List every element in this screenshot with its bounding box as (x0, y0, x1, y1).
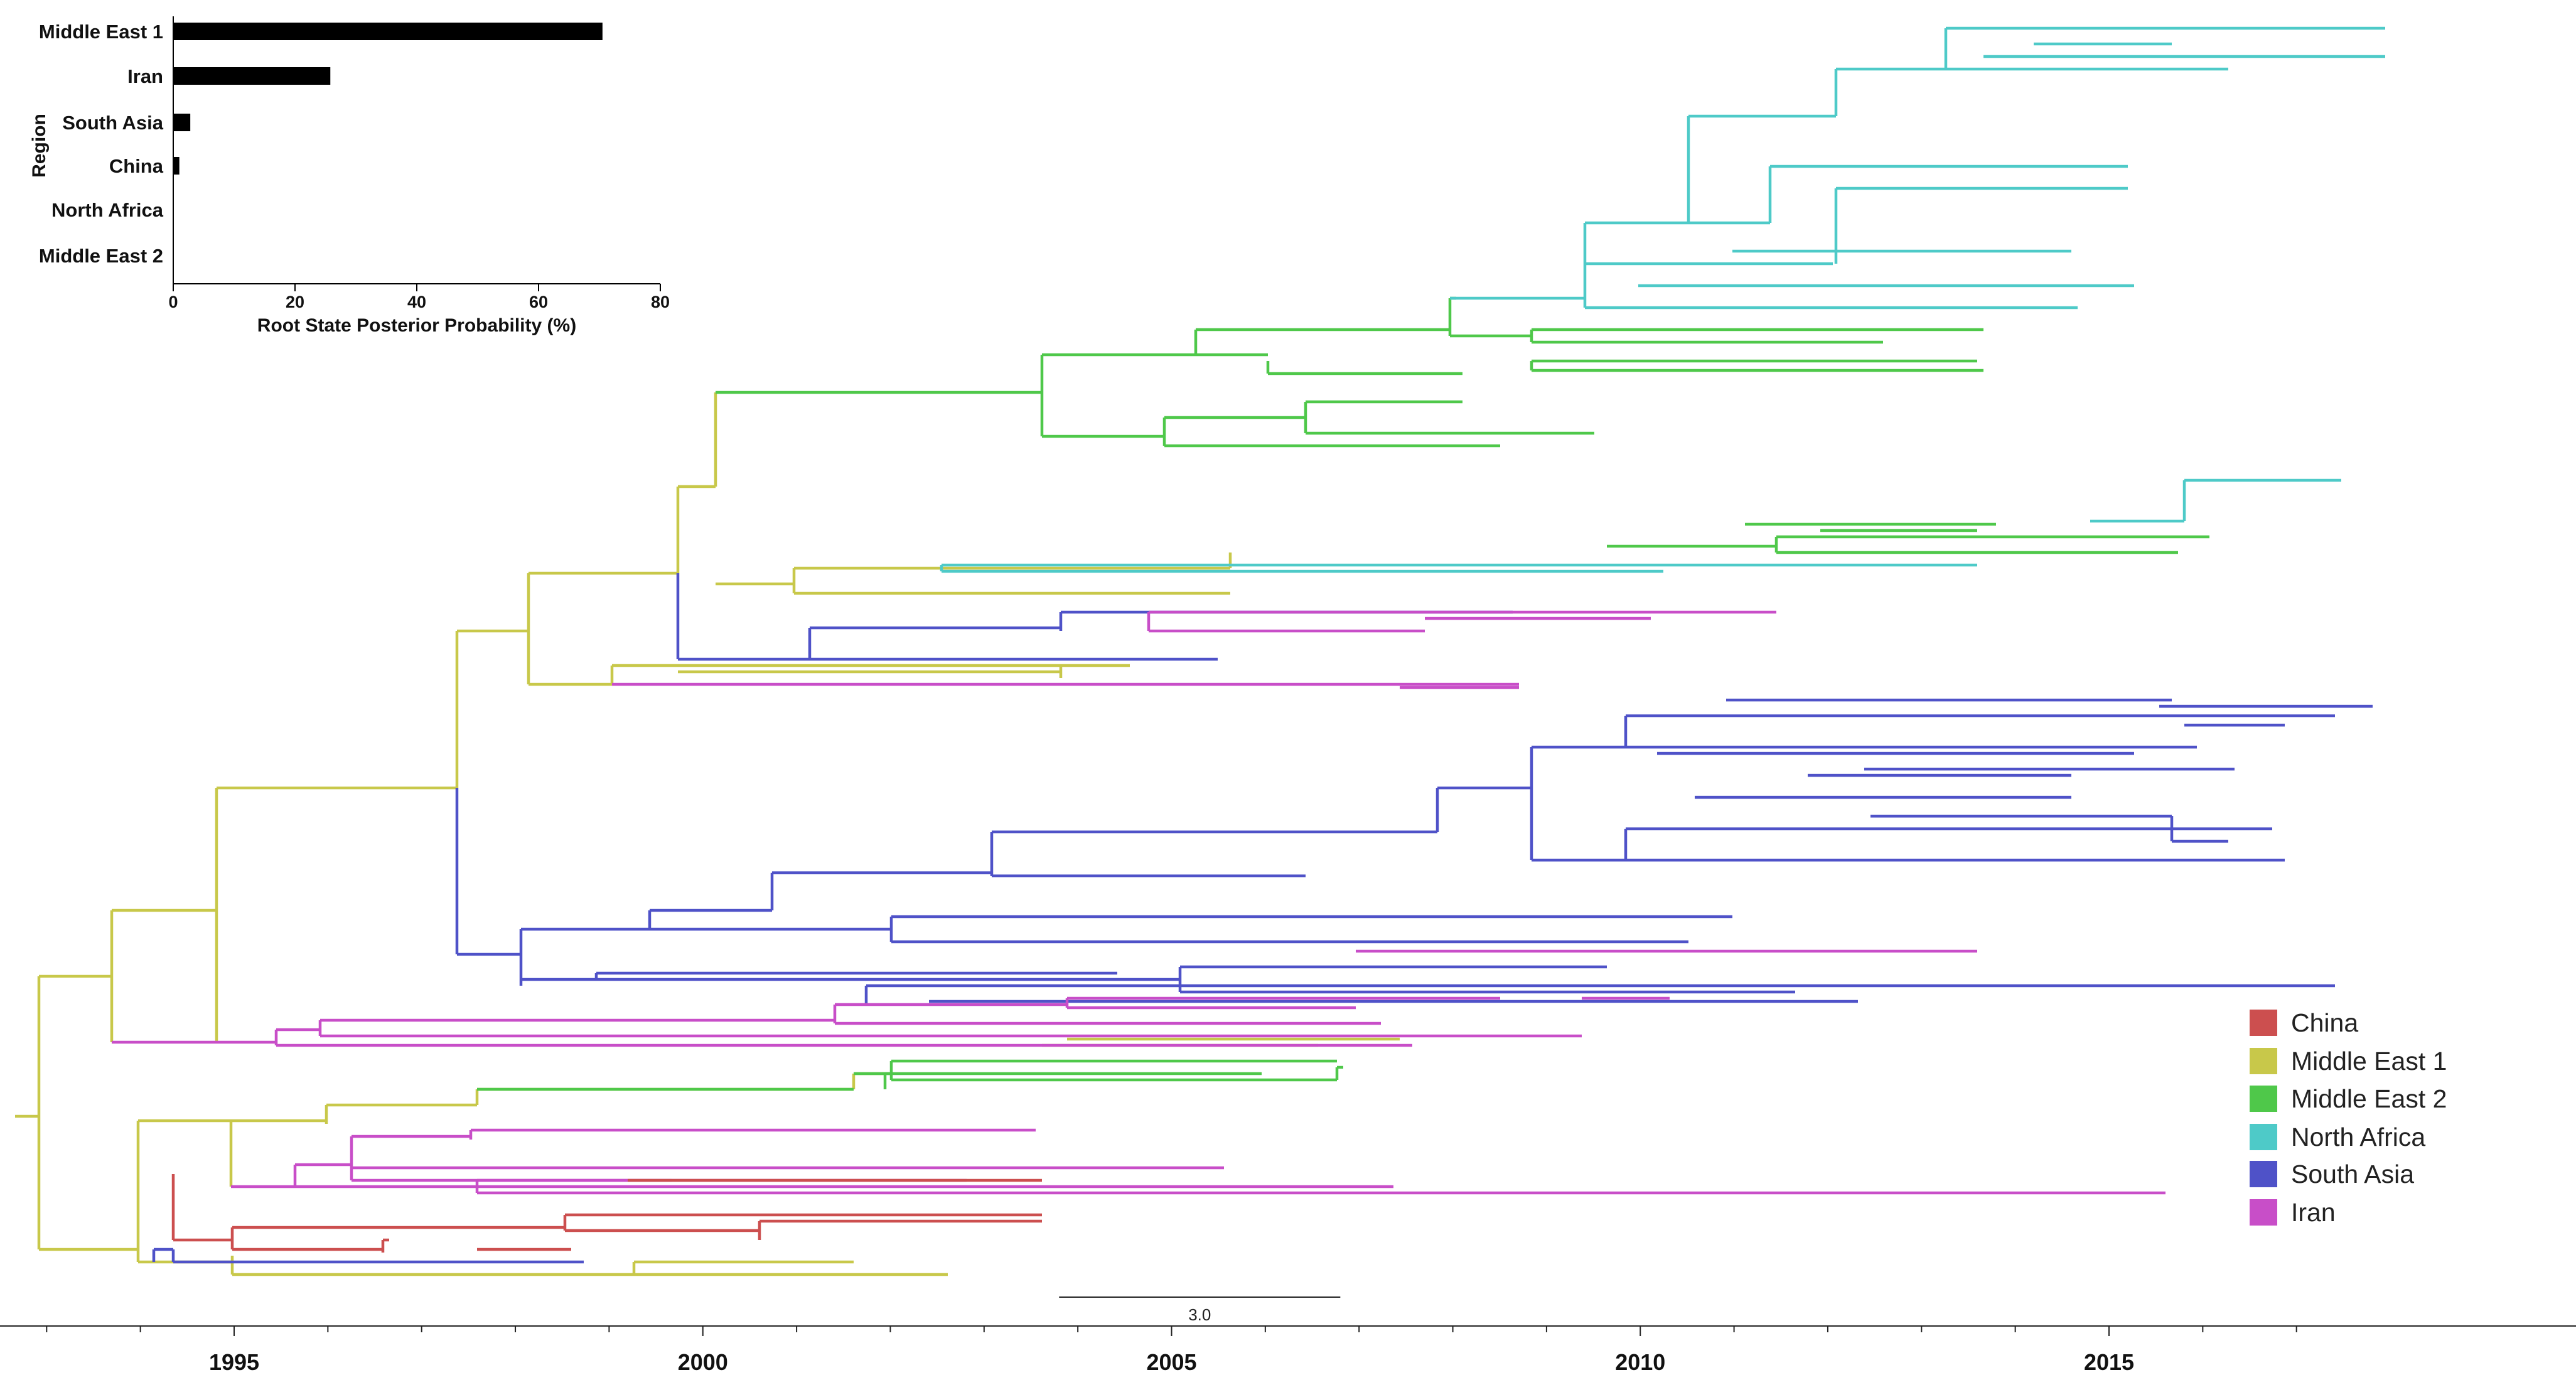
bar-category-label: North Africa (51, 199, 164, 221)
bar-x-tick-label: 80 (651, 293, 670, 311)
scale-bar-label: 3.0 (1188, 1305, 1211, 1324)
legend-swatch-iran (2250, 1199, 2277, 1226)
bar-x-axis-label: Root State Posterior Probability (%) (257, 315, 576, 336)
time-tick-label: 2000 (678, 1349, 728, 1375)
phylogenetic-tree (15, 26, 2385, 1276)
bar-category-labels: Middle East 1 Iran South Asia China Nort… (39, 21, 164, 267)
bar-x-ticks: 0 20 40 60 80 (168, 284, 670, 311)
scale-bar: 3.0 (1059, 1296, 1341, 1324)
legend-label-iran: Iran (2291, 1198, 2336, 1227)
bar-category-label: Middle East 2 (39, 245, 163, 267)
bar-y-axis-label: Region (29, 114, 50, 178)
legend-label-china: China (2291, 1008, 2358, 1037)
legend-label-middle-east-2: Middle East 2 (2291, 1084, 2447, 1113)
legend-label-middle-east-1: Middle East 1 (2291, 1047, 2447, 1075)
time-tick-label: 1995 (209, 1349, 259, 1375)
bar-china (173, 157, 180, 175)
time-tick-label: 2015 (2084, 1349, 2134, 1375)
bar-x-tick-label: 40 (407, 293, 426, 311)
time-tick-label: 2005 (1146, 1349, 1196, 1375)
tree-clade-iran (112, 610, 2165, 1195)
bar-x-tick-label: 20 (286, 293, 304, 311)
bar-category-label: Iran (127, 65, 163, 87)
legend-swatch-china (2250, 1010, 2277, 1036)
bar-middle-east-1 (173, 23, 603, 40)
bar-iran (173, 67, 331, 85)
legend-swatch-north-africa (2250, 1124, 2277, 1150)
tree-clade-north-africa (940, 26, 2385, 573)
legend-swatch-south-asia (2250, 1161, 2277, 1187)
time-ticks: 1995 2000 2005 2010 2015 (46, 1326, 2297, 1375)
tree-clade-middle-east-2 (477, 296, 2209, 1091)
legend-swatch-middle-east-2 (2250, 1086, 2277, 1112)
bar-x-tick-label: 0 (168, 293, 178, 311)
bar-category-label: South Asia (62, 112, 164, 134)
tree-clade-china (171, 1174, 1042, 1253)
legend-swatch-middle-east-1 (2250, 1048, 2277, 1074)
time-tick-label: 2010 (1615, 1349, 1665, 1375)
root-state-bar-chart: Middle East 1 Iran South Asia China Nort… (29, 16, 670, 336)
tree-clade-south-asia (152, 573, 2373, 1264)
legend-label-north-africa: North Africa (2291, 1123, 2425, 1151)
time-axis: 1995 2000 2005 2010 2015 (0, 1325, 2576, 1375)
bar-south-asia (173, 114, 191, 131)
bar-x-tick-label: 60 (529, 293, 548, 311)
tree-backbone-middle-east-1 (15, 392, 1400, 1276)
legend-label-south-asia: South Asia (2291, 1160, 2414, 1189)
bar-category-label: Middle East 1 (39, 21, 163, 43)
region-legend: China Middle East 1 Middle East 2 North … (2250, 1008, 2447, 1227)
bar-category-label: China (109, 155, 164, 177)
bar-marks (173, 23, 603, 175)
